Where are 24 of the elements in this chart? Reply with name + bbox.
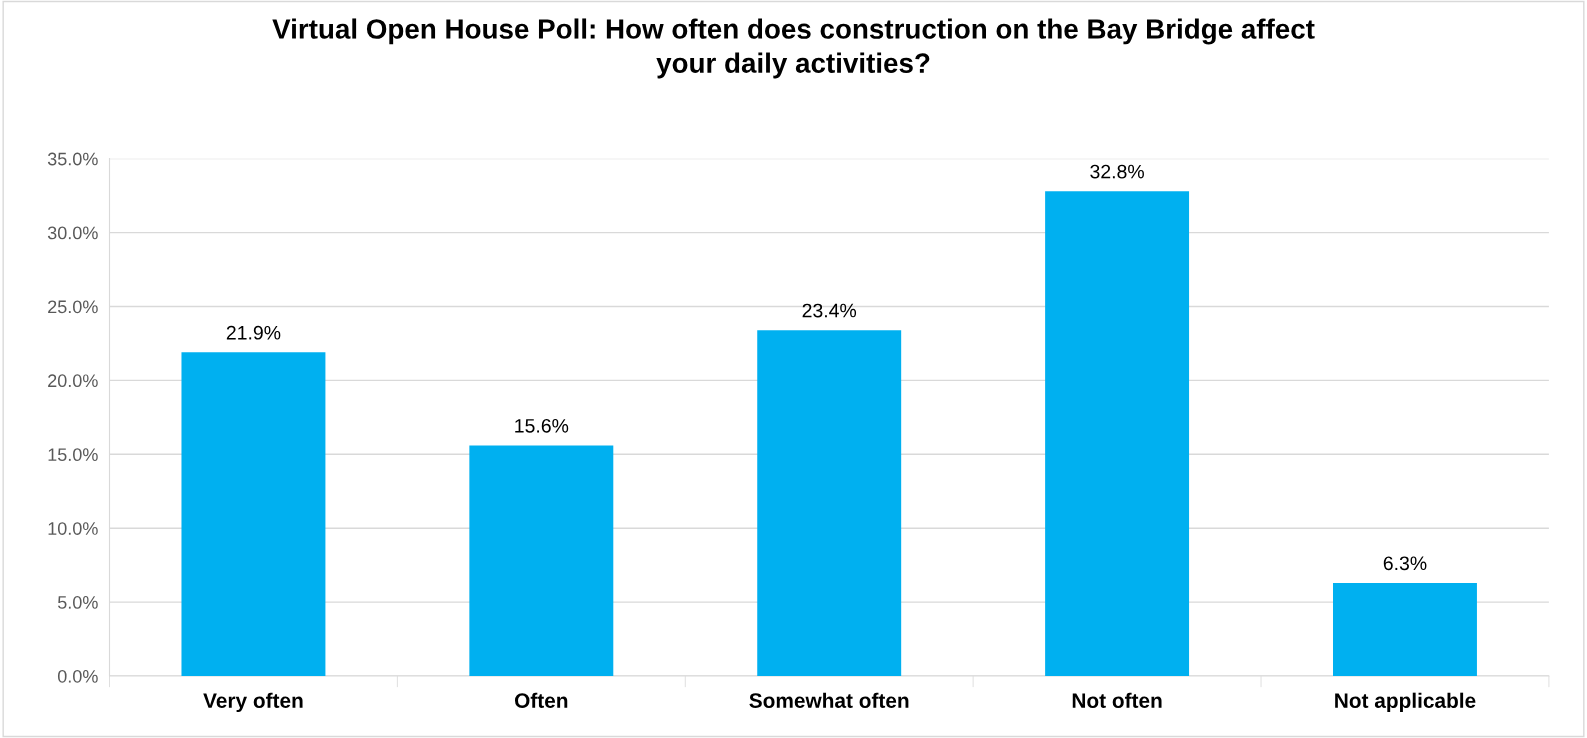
data-label: 21.9% bbox=[226, 325, 281, 340]
data-label: 6.3% bbox=[1383, 556, 1427, 571]
x-tick-label: Somewhat often bbox=[749, 692, 909, 708]
data-label: 23.4% bbox=[802, 303, 857, 318]
y-tick-label: 5.0% bbox=[57, 596, 98, 609]
y-tick-label: 35.0% bbox=[47, 152, 98, 166]
y-tick-label: 25.0% bbox=[48, 300, 98, 314]
x-tick-label: Not often bbox=[1072, 692, 1162, 708]
bar bbox=[1333, 582, 1477, 677]
x-tick-label: Not applicable bbox=[1335, 692, 1476, 713]
y-tick-label: 30.0% bbox=[47, 226, 98, 240]
y-tick-label: 20.0% bbox=[48, 374, 98, 388]
bar bbox=[1045, 191, 1190, 677]
y-tick-label: 10.0% bbox=[48, 522, 98, 535]
data-label: 32.8% bbox=[1090, 164, 1144, 179]
bar bbox=[757, 330, 902, 677]
y-tick-label: 0.0% bbox=[57, 669, 98, 683]
bar bbox=[181, 352, 326, 677]
x-tick-label: Very often bbox=[203, 692, 303, 713]
y-tick-label: 15.0% bbox=[48, 448, 98, 462]
x-tick-label: Often bbox=[514, 692, 568, 708]
chart-title: Virtual Open House Poll: How often does construction on the Bay Bridge affect your daily activities? bbox=[272, 18, 1315, 79]
data-label: 15.6% bbox=[515, 418, 569, 433]
bar bbox=[469, 445, 614, 677]
